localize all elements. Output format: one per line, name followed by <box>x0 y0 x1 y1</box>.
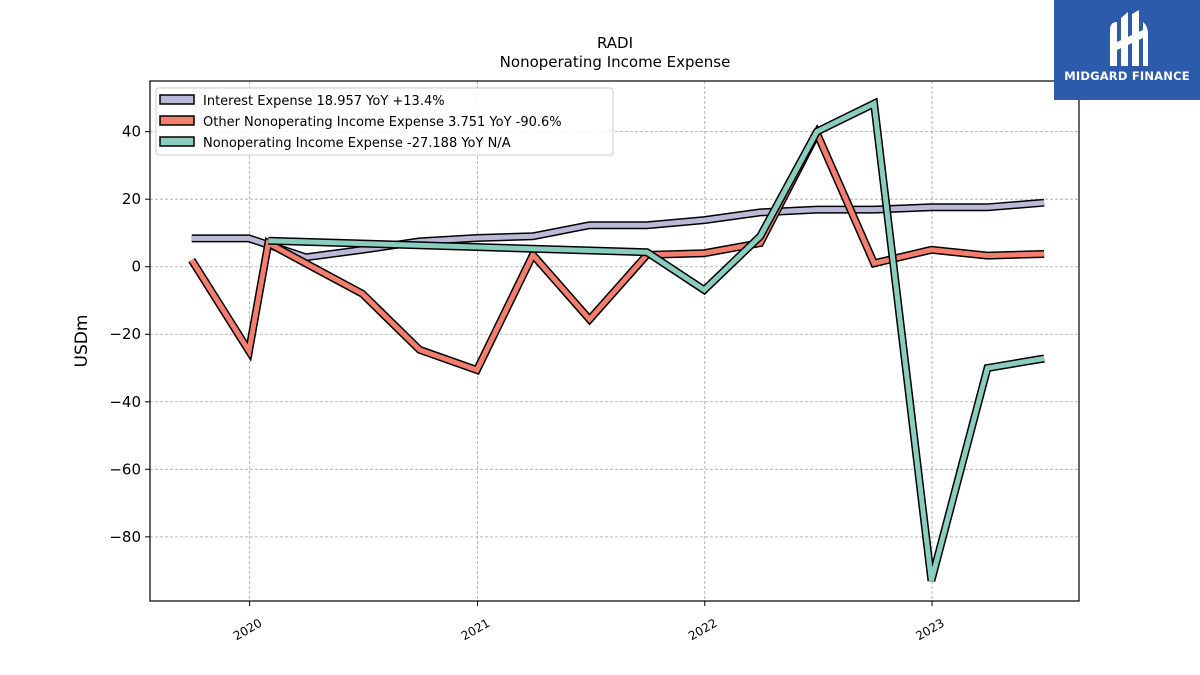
x-axis: 2020 2021 2022 2023 <box>231 601 947 643</box>
x-tick-label: 2021 <box>459 616 492 643</box>
y-tick-label: 0 <box>131 258 141 276</box>
y-axis: 40 20 0 −20 −40 −60 −80 <box>109 123 150 546</box>
chart-subtitle: Nonoperating Income Expense <box>500 53 731 71</box>
series-1 <box>191 198 1045 262</box>
logo-text: MIDGARD FINANCE <box>1064 69 1190 83</box>
brand-logo: MIDGARD FINANCE <box>1054 0 1200 100</box>
series-lines <box>188 97 1045 582</box>
legend: Interest Expense 18.957 YoY +13.4% Other … <box>155 87 614 156</box>
x-tick-label: 2020 <box>231 616 264 643</box>
legend-swatch <box>159 115 195 126</box>
series-line-outline <box>268 97 1045 582</box>
plot-area-frame <box>149 80 1080 602</box>
legend-swatch <box>159 136 195 147</box>
series-3 <box>268 97 1045 582</box>
y-tick-label: −20 <box>109 325 141 343</box>
legend-swatch <box>159 94 195 105</box>
x-tick-label: 2023 <box>913 616 946 643</box>
legend-entry: Other Nonoperating Income Expense 3.751 … <box>203 115 562 130</box>
chart-title: RADI <box>597 34 633 52</box>
y-tick-label: −40 <box>109 393 141 411</box>
series-line <box>191 200 1045 260</box>
y-tick-label: 20 <box>122 190 141 208</box>
legend-frame <box>155 87 614 156</box>
x-tick-label: 2022 <box>686 616 719 643</box>
midgard-logo-icon <box>1110 10 1148 66</box>
y-tick-label: −80 <box>109 528 141 546</box>
grid-lines <box>150 81 1079 601</box>
legend-entry: Interest Expense 18.957 YoY +13.4% <box>203 94 445 109</box>
series-line <box>268 99 1045 582</box>
legend-entry: Nonoperating Income Expense -27.188 YoY … <box>203 136 511 151</box>
y-axis-label: USDm <box>72 315 92 368</box>
y-tick-label: 40 <box>122 123 141 141</box>
y-tick-label: −60 <box>109 460 141 478</box>
